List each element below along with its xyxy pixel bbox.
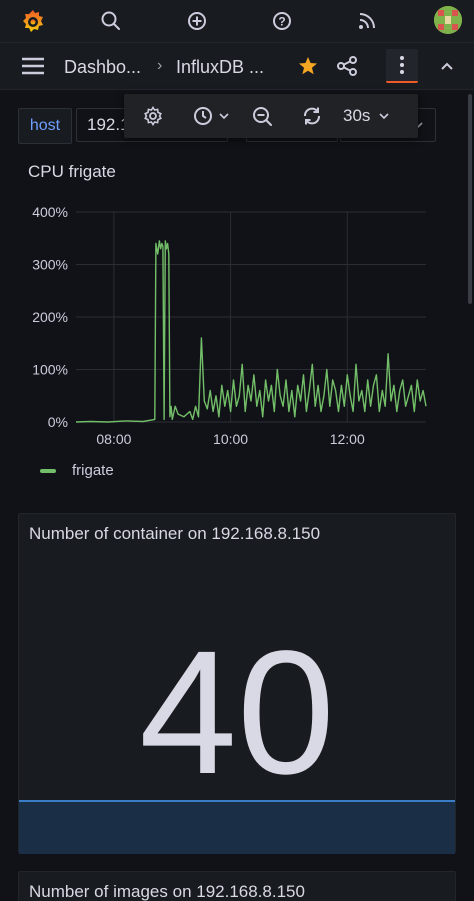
time-picker-button[interactable] [192, 101, 230, 131]
x-tick-label: 08:00 [96, 431, 131, 447]
top-app-bar: ? [0, 0, 474, 43]
more-options-button[interactable] [386, 49, 418, 83]
y-tick-label: 400% [32, 204, 68, 220]
dashboard-toolbar: 30s [124, 94, 418, 138]
plus-circle-icon[interactable] [182, 6, 212, 36]
chart-legend[interactable]: frigate [40, 462, 114, 479]
menu-icon[interactable] [18, 51, 48, 81]
breadcrumb-separator: › [157, 57, 163, 74]
chevron-down-icon [379, 113, 389, 120]
stat-panel-images[interactable]: Number of images on 192.168.8.150 [18, 871, 456, 901]
settings-gear-icon[interactable] [142, 101, 164, 131]
x-tick-label: 10:00 [213, 431, 248, 447]
stat-panel-containers[interactable]: Number of container on 192.168.8.150 40 [18, 513, 456, 854]
chevron-down-icon [219, 113, 229, 120]
zoom-out-icon[interactable] [251, 101, 273, 131]
star-icon[interactable] [293, 51, 323, 81]
y-tick-label: 200% [32, 309, 68, 325]
avatar[interactable] [434, 6, 462, 34]
clock-icon [194, 107, 212, 125]
grafana-logo-icon[interactable] [18, 6, 48, 36]
search-icon[interactable] [96, 6, 126, 36]
panel-title-cpu[interactable]: CPU frigate [28, 162, 116, 181]
panel-title-images[interactable]: Number of images on 192.168.8.150 [29, 882, 305, 901]
legend-label-frigate: frigate [72, 462, 114, 479]
share-icon[interactable] [332, 51, 362, 81]
stat-sparkline [19, 800, 455, 854]
cpu-line-chart[interactable]: 0% 100% 200% 300% 400% 08:00 10:00 12:00 [0, 196, 474, 456]
kebab-icon [400, 56, 404, 74]
help-icon[interactable]: ? [267, 6, 297, 36]
breadcrumb-dashboards[interactable]: Dashbo... [64, 57, 142, 77]
breadcrumb-dashboard-title[interactable]: InfluxDB ... [176, 57, 265, 77]
y-tick-label: 300% [32, 257, 68, 273]
variable-label-host: host [18, 108, 72, 144]
series-line-frigate [75, 240, 427, 423]
y-tick-label: 100% [32, 362, 68, 378]
refresh-interval-label: 30s [343, 106, 371, 125]
legend-swatch-frigate [40, 468, 56, 473]
rss-icon[interactable] [352, 6, 382, 36]
panel-title-containers[interactable]: Number of container on 192.168.8.150 [29, 524, 321, 543]
y-tick-label: 0% [48, 414, 68, 430]
chevron-up-icon[interactable] [432, 51, 462, 81]
stat-value-containers: 40 [139, 615, 335, 811]
page-scrollbar[interactable] [468, 94, 472, 304]
x-tick-label: 12:00 [330, 431, 365, 447]
refresh-icon[interactable] [301, 101, 323, 131]
refresh-interval-picker[interactable]: 30s [343, 101, 390, 131]
svg-text:?: ? [278, 15, 285, 29]
